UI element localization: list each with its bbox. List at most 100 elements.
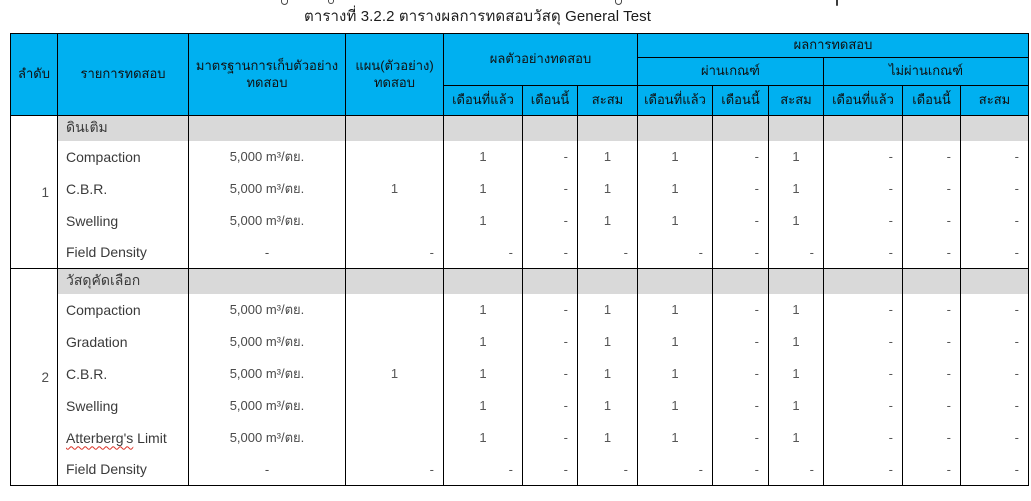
fail-last-month-cell: - [823, 204, 903, 237]
section-band-cell [188, 268, 346, 294]
sample-last-month-cell: 1 [443, 357, 523, 390]
section-band-cell [522, 115, 578, 141]
sample-last-month-cell: 1 [443, 204, 523, 237]
fail-this-month-cell: - [902, 204, 961, 237]
test-label-cell: C.B.R. [57, 172, 189, 205]
section-band-cell [712, 115, 769, 141]
fail-this-month-cell: - [902, 236, 961, 269]
sample-last-month-cell: 1 [443, 325, 523, 358]
header-pass: ผ่านเกณฑ์ [637, 57, 824, 86]
sample-last-month-cell: 1 [443, 421, 523, 454]
sample-this-month-cell: - [522, 421, 578, 454]
section-band-cell [443, 115, 523, 141]
fail-cumulative-cell: - [960, 453, 1029, 486]
test-label-cell: Compaction [57, 293, 189, 326]
pass-this-month-cell: - [712, 325, 769, 358]
sample-this-month-cell: - [522, 357, 578, 390]
table-body: 1 ดินเติม Compaction 5,000 m³/ตย. 1 1-1 1-1- - -… [10, 115, 1029, 486]
section-material-cell: วัสดุคัดเลือก [57, 268, 189, 294]
fail-this-month-cell: - [902, 453, 961, 486]
test-row: Compaction 5,000 m³/ตย. 1 1-1 1-1- - - [11, 293, 1029, 454]
pass-last-month-cell: 1 [637, 140, 713, 173]
test-row: Compaction 5,000 m³/ตย. 1 1-1 1-1- - - [11, 140, 1029, 237]
sample-last-month-cell: - [443, 236, 523, 269]
fail-cumulative-cell: - [960, 421, 1029, 454]
header-fail-this-month: เดือนนี้ [902, 85, 961, 116]
plan-cell: 1 [345, 293, 444, 454]
fail-last-month-cell: - [823, 357, 903, 390]
section-band-cell [823, 115, 903, 141]
section-band-cell [188, 115, 346, 141]
header-sampling-standard: มาตรฐานการเก็บตัวอย่าง ทดสอบ [188, 33, 346, 116]
section-band-cell [960, 115, 1029, 141]
pass-last-month-cell: 1 [637, 357, 713, 390]
fail-last-month-cell: - [823, 421, 903, 454]
standard-cell: 5,000 m³/ตย. [188, 357, 346, 390]
header-sample-cumulative: สะสม [577, 85, 638, 116]
section-band-cell [768, 115, 824, 141]
section-band-cell [345, 268, 444, 294]
pass-this-month-cell: - [712, 357, 769, 390]
pass-cumulative-cell: 1 [768, 421, 824, 454]
sample-this-month-cell: - [522, 172, 578, 205]
fail-cumulative-cell: - [960, 204, 1029, 237]
section-band-cell [577, 268, 638, 294]
header-fail-last-month: เดือนที่แล้ว [823, 85, 903, 116]
pass-cumulative-cell: 1 [768, 140, 824, 173]
pass-this-month-cell: - [712, 236, 769, 269]
pass-this-month-cell: - [712, 293, 769, 326]
pass-last-month-cell: 1 [637, 325, 713, 358]
sample-cumulative-cell: - [577, 453, 638, 486]
test-label-cell: Gradation [57, 325, 189, 358]
test-row: Field Density - - - - - - - - - - - [11, 236, 1029, 269]
test-row: Swelling 5,000 m³/ตย. 1-1 1-1- - - [11, 204, 1029, 237]
section-band-cell [902, 115, 961, 141]
standard-cell: 5,000 m³/ตย. [188, 421, 346, 454]
pass-last-month-cell: 1 [637, 389, 713, 422]
pass-last-month-cell: - [637, 453, 713, 486]
standard-cell: - [188, 236, 346, 269]
section-band-cell [345, 115, 444, 141]
table-header: ลำดับ รายการทดสอบ มาตรฐานการเก็บตัวอย่าง… [10, 33, 1029, 116]
sample-this-month-cell: - [522, 140, 578, 173]
plan-cell: 1 [345, 140, 444, 237]
fail-this-month-cell: - [902, 293, 961, 326]
pass-this-month-cell: - [712, 389, 769, 422]
pass-last-month-cell: 1 [637, 172, 713, 205]
section-no-cell: 1 [10, 115, 58, 269]
test-row: Atterberg's Limit 5,000 m³/ตย. 1-1 1-1- - - [11, 421, 1029, 454]
section-band-cell [637, 115, 713, 141]
header-sample-results: ผลตัวอย่างทดสอบ [443, 33, 638, 86]
cropped-text-artifact [281, 0, 288, 5]
pass-cumulative-cell: 1 [768, 204, 824, 237]
sample-last-month-cell: 1 [443, 389, 523, 422]
test-label-cell: Compaction [57, 140, 189, 173]
header-test-item: รายการทดสอบ [57, 33, 189, 116]
section-band-row: 2 วัสดุคัดเลือก [10, 268, 1029, 486]
fail-last-month-cell: - [823, 140, 903, 173]
section-band-cell [902, 268, 961, 294]
standard-cell: - [188, 453, 346, 486]
fail-this-month-cell: - [902, 140, 961, 173]
fail-this-month-cell: - [902, 357, 961, 390]
standard-cell: 5,000 m³/ตย. [188, 325, 346, 358]
sample-cumulative-cell: 1 [577, 421, 638, 454]
fail-last-month-cell: - [823, 389, 903, 422]
pass-cumulative-cell: 1 [768, 389, 824, 422]
pass-this-month-cell: - [712, 140, 769, 173]
sample-this-month-cell: - [522, 236, 578, 269]
header-no: ลำดับ [10, 33, 58, 116]
cropped-text-artifact [615, 0, 622, 5]
pass-cumulative-cell: - [768, 236, 824, 269]
pass-cumulative-cell: 1 [768, 172, 824, 205]
fail-last-month-cell: - [823, 453, 903, 486]
header-sample-last-month: เดือนที่แล้ว [443, 85, 523, 116]
plan-cell: - [345, 453, 444, 486]
sample-this-month-cell: - [522, 293, 578, 326]
header-sample-this-month: เดือนนี้ [522, 85, 578, 116]
sample-cumulative-cell: 1 [577, 172, 638, 205]
fail-last-month-cell: - [823, 325, 903, 358]
test-row: C.B.R. 5,000 m³/ตย. 1-1 1-1- - - [11, 357, 1029, 390]
test-label-cell: Swelling [57, 389, 189, 422]
test-label-cell: Atterberg's Limit [57, 421, 189, 454]
